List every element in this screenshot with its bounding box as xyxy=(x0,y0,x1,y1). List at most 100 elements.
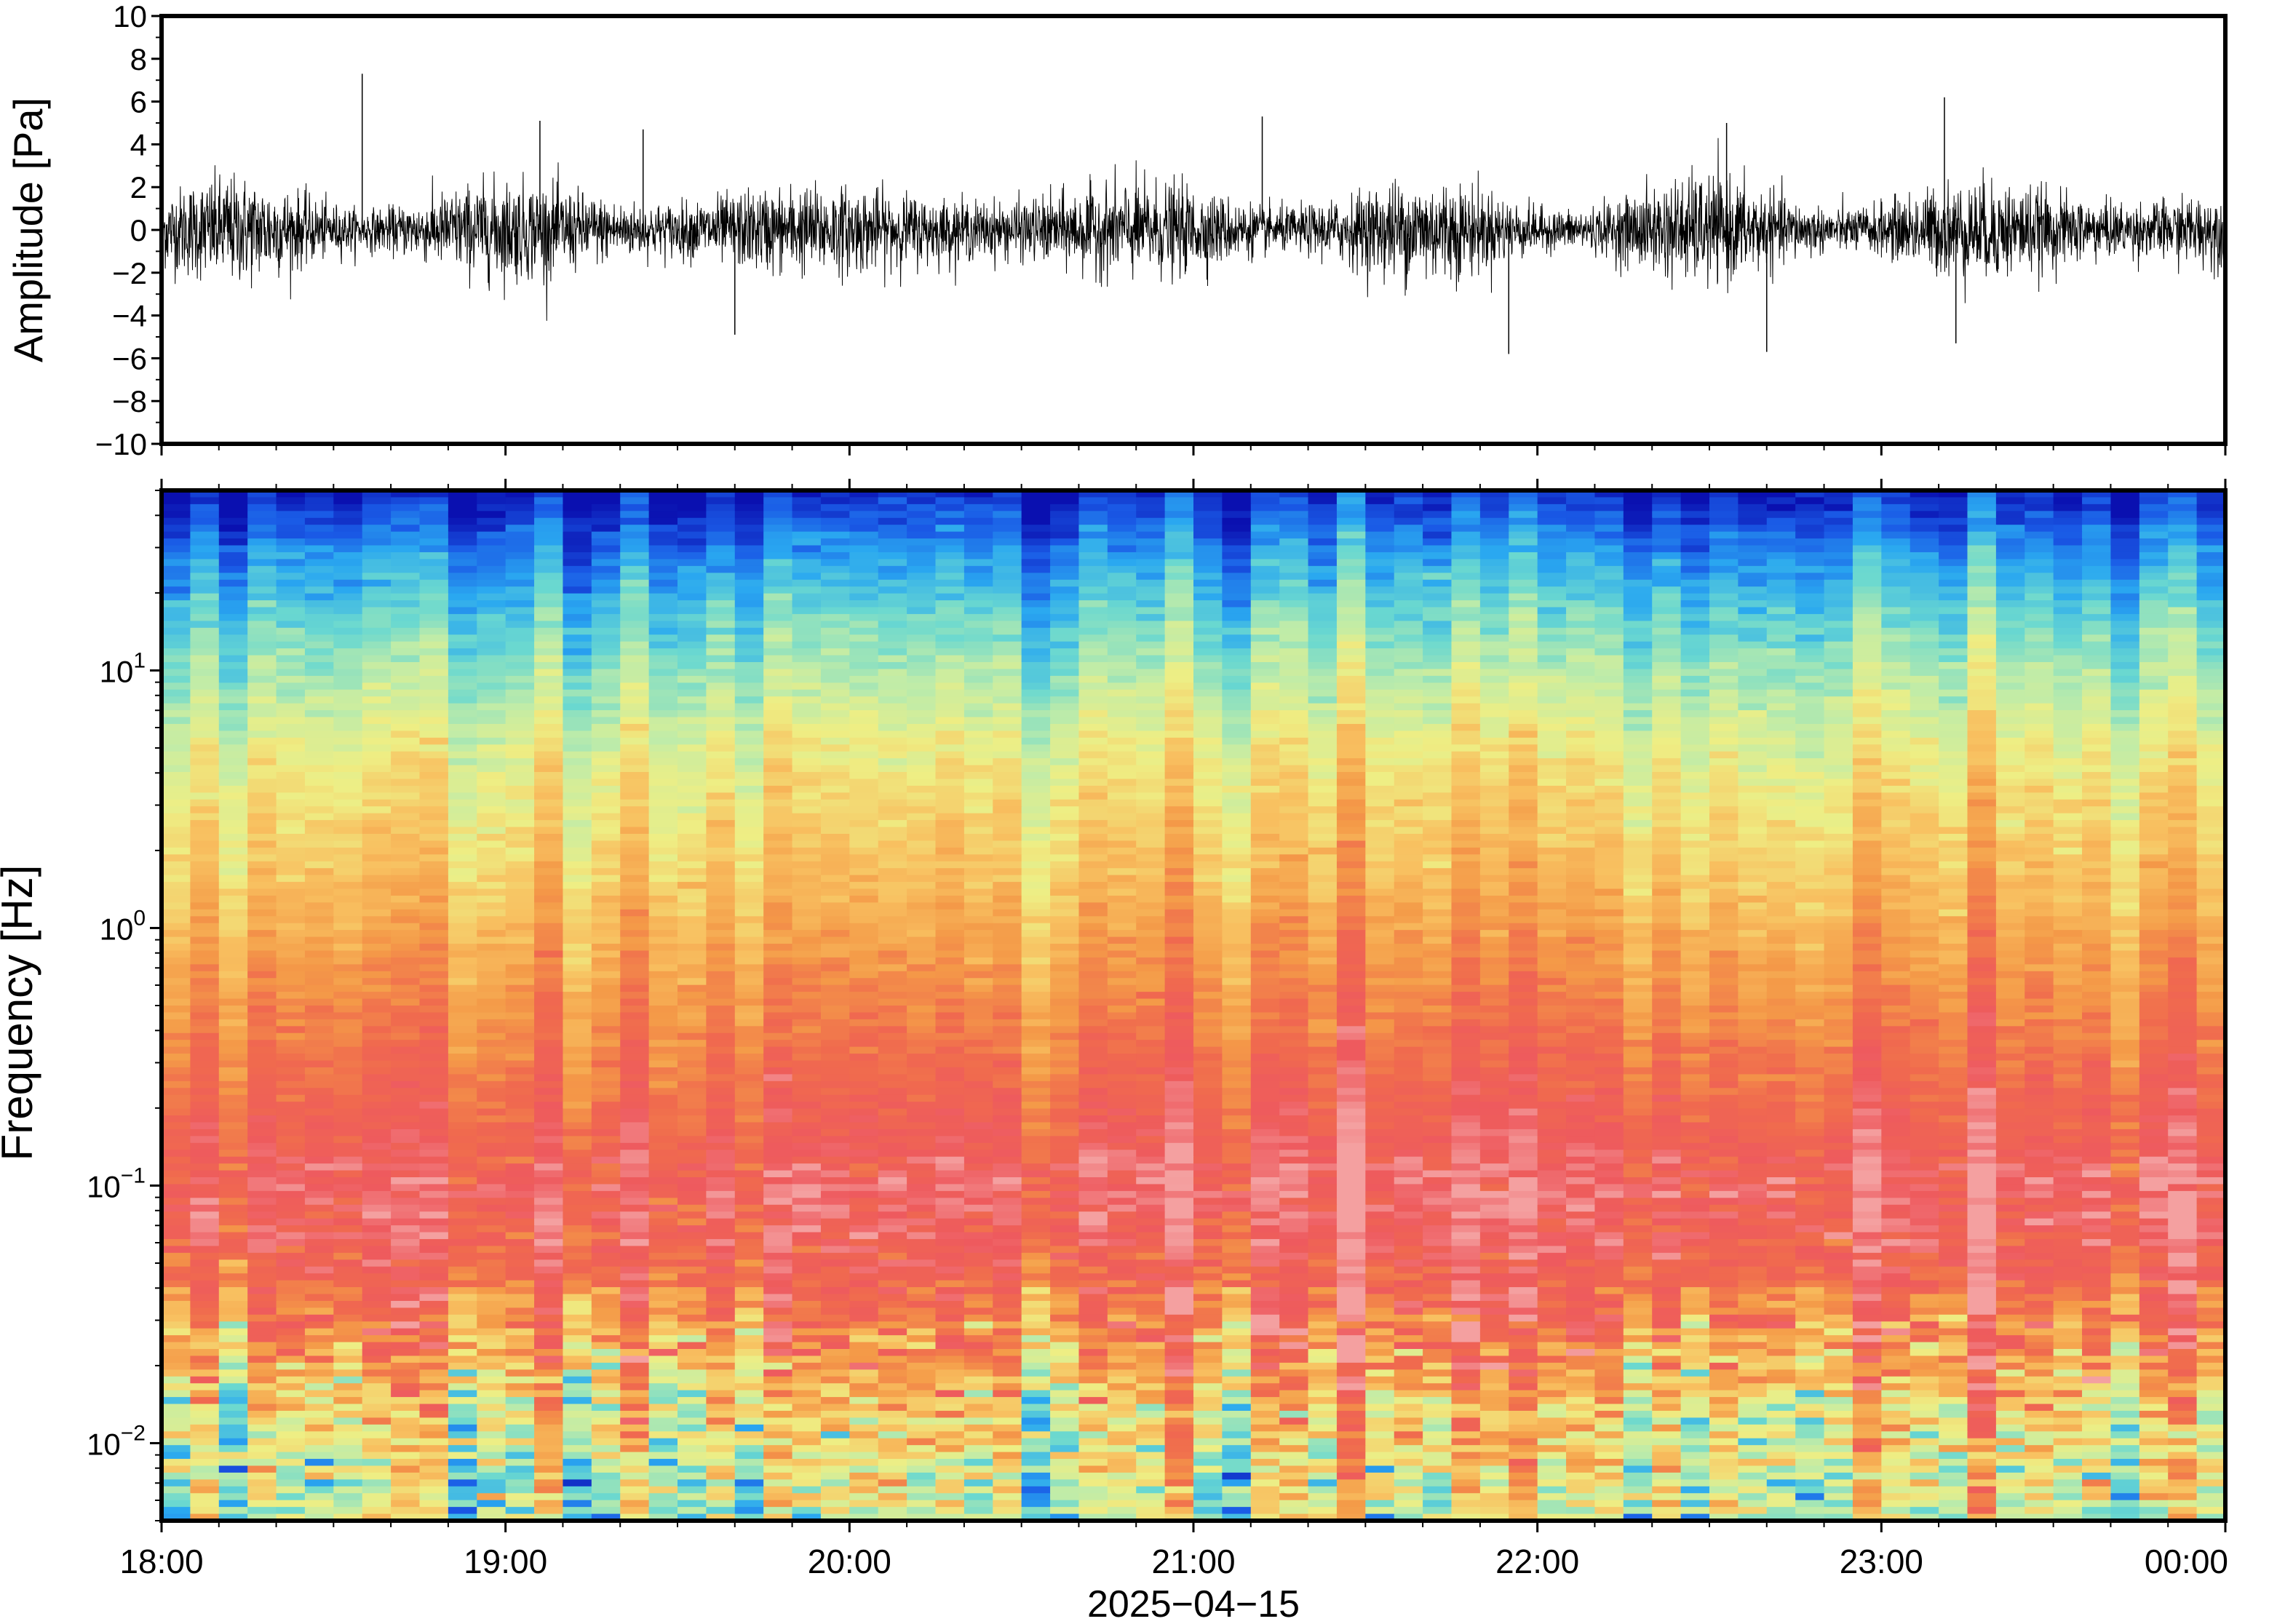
spectrogram-cell xyxy=(2168,586,2198,594)
spectrogram-cell xyxy=(534,936,564,944)
spectrogram-cell xyxy=(477,765,506,773)
spectrogram-cell xyxy=(993,607,1022,615)
spectrogram-cell xyxy=(792,511,822,519)
spectrogram-cell xyxy=(1423,525,1453,533)
spectrogram-cell xyxy=(1509,586,1538,594)
spectrogram-cell xyxy=(2053,799,2083,808)
spectrogram-cell xyxy=(2196,525,2225,533)
spectrogram-cell xyxy=(1308,662,1338,670)
spectrogram-cell xyxy=(563,696,592,704)
spectrogram-cell xyxy=(1479,806,1510,814)
spectrogram-cell xyxy=(2082,552,2112,560)
spectrogram-cell xyxy=(907,490,937,498)
spectrogram-cell xyxy=(706,559,736,567)
spectrogram-cell xyxy=(247,944,277,952)
spectrogram-cell xyxy=(706,682,736,690)
spectrogram-cell xyxy=(419,517,449,525)
spectrogram-cell xyxy=(907,779,937,787)
spectrogram-cell xyxy=(820,621,851,629)
spectrogram-cell xyxy=(2139,641,2169,649)
spectrogram-cell xyxy=(792,854,822,862)
spectrogram-cell xyxy=(247,565,277,574)
spectrogram-cell xyxy=(907,600,937,608)
spectrogram-cell xyxy=(1423,675,1453,684)
spectrogram-cell xyxy=(1222,737,1252,746)
spectrogram-cell xyxy=(1250,662,1280,670)
spectrogram-cell xyxy=(907,511,937,519)
spectrogram-cell xyxy=(706,511,736,519)
spectrogram-cell xyxy=(2139,799,2169,808)
spectrogram-cell xyxy=(1623,827,1653,835)
spectrogram-cell xyxy=(1594,655,1624,663)
spectrogram-cell xyxy=(706,854,736,862)
spectrogram-cell xyxy=(1479,559,1510,567)
spectrogram-cell xyxy=(1680,621,1710,629)
spectrogram-cell xyxy=(1107,765,1137,773)
spectrogram-cell xyxy=(2082,538,2112,546)
spectrogram-cell xyxy=(190,868,220,876)
spectrogram-cell xyxy=(1824,882,1853,890)
spectrogram-cell xyxy=(1164,593,1194,601)
spectrogram-cell xyxy=(1967,525,1997,533)
spectrogram-cell xyxy=(1222,552,1252,560)
spectrogram-cell xyxy=(1250,772,1280,780)
spectrogram-cell xyxy=(935,923,965,931)
spectrogram-cell xyxy=(1623,930,1653,938)
spectrogram-cell xyxy=(1107,737,1137,746)
spectrogram-cell xyxy=(1164,696,1194,704)
spectrogram-cell xyxy=(935,882,965,890)
spectrogram-cell xyxy=(1910,723,1939,732)
spectrogram-cell xyxy=(620,503,650,512)
spectrogram-cell xyxy=(505,854,535,862)
spectrogram-cell xyxy=(677,875,707,883)
spectrogram-cell xyxy=(2053,490,2083,498)
spectrogram-cell xyxy=(333,593,363,601)
spectrogram-cell xyxy=(1078,648,1108,656)
spectrogram-cell xyxy=(505,545,535,553)
spectrogram-cell xyxy=(563,847,592,856)
spectrogram-cell xyxy=(2110,621,2140,629)
spectrogram-cell xyxy=(1250,882,1280,890)
spectrogram-cell xyxy=(1967,813,1997,821)
spectrogram-cell xyxy=(1164,813,1194,821)
spectrogram-cell xyxy=(190,916,220,924)
spectrogram-cell xyxy=(1308,861,1338,869)
spectrogram-cell xyxy=(1308,813,1338,821)
spectrogram-cell xyxy=(391,565,421,574)
spectrogram-cell xyxy=(1451,813,1481,821)
spectrogram-cell xyxy=(1336,930,1367,938)
spectrogram-cell xyxy=(1193,936,1223,944)
spectrogram-cell xyxy=(2053,641,2083,649)
spectrogram-cell xyxy=(734,820,764,828)
spectrogram-cell xyxy=(190,600,220,608)
spectrogram-cell xyxy=(391,662,421,670)
spectrogram-cell xyxy=(1451,847,1481,856)
spectrogram-cell xyxy=(1995,559,2026,567)
spectrogram-cell xyxy=(505,834,535,842)
spectrogram-cell xyxy=(620,834,650,842)
spectrogram-cell xyxy=(505,820,535,828)
spectrogram-cell xyxy=(477,565,506,574)
spectrogram-cell xyxy=(1967,662,1997,670)
spectrogram-cell xyxy=(2082,834,2112,842)
spectrogram-cell xyxy=(1852,559,1883,567)
spectrogram-cell xyxy=(1308,882,1338,890)
spectrogram-cell xyxy=(1623,792,1653,800)
spectrogram-cell xyxy=(1423,696,1453,704)
spectrogram-cell xyxy=(1824,682,1853,690)
spectrogram-cell xyxy=(963,696,994,704)
spectrogram-cell xyxy=(1881,531,1911,539)
spectrogram-cell xyxy=(620,490,650,498)
spectrogram-cell xyxy=(706,497,736,505)
spectrogram-cell xyxy=(849,744,879,752)
spectrogram-cell xyxy=(734,497,764,505)
spectrogram-cell xyxy=(1652,696,1682,704)
spectrogram-cell xyxy=(963,689,994,697)
spectrogram-cell xyxy=(1939,765,1968,773)
spectrogram-cell xyxy=(1250,621,1280,629)
spectrogram-cell xyxy=(620,621,650,629)
spectrogram-cell xyxy=(2139,854,2169,862)
spectrogram-cell xyxy=(1250,806,1280,814)
spectrogram-cell xyxy=(591,868,621,876)
spectrogram-cell xyxy=(1279,689,1309,697)
